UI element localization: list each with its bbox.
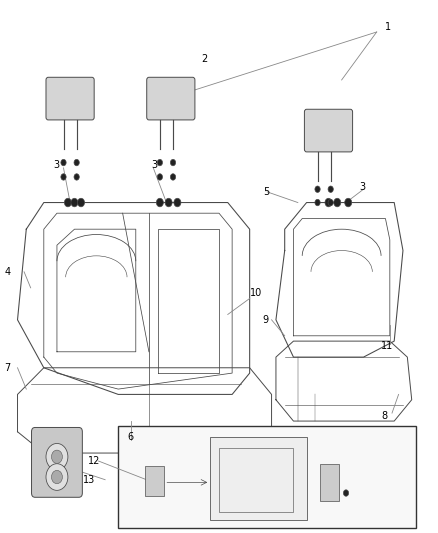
Bar [118, 426, 416, 528]
Circle shape [334, 198, 341, 207]
Circle shape [328, 186, 333, 192]
FancyBboxPatch shape [304, 109, 353, 152]
Circle shape [46, 443, 68, 470]
Text: 3: 3 [359, 182, 365, 191]
Text: 5: 5 [263, 187, 269, 197]
FancyBboxPatch shape [46, 77, 94, 120]
Circle shape [328, 199, 333, 206]
Circle shape [170, 174, 176, 180]
Bar [320, 464, 339, 501]
Text: 13: 13 [83, 475, 95, 484]
Circle shape [156, 198, 163, 207]
Circle shape [343, 490, 349, 496]
Circle shape [165, 198, 172, 207]
Circle shape [71, 198, 78, 207]
Circle shape [345, 198, 352, 207]
Text: 4: 4 [4, 267, 11, 277]
Circle shape [61, 159, 66, 166]
Circle shape [64, 198, 71, 207]
Circle shape [52, 471, 63, 484]
Text: 8: 8 [381, 411, 387, 421]
Text: 10: 10 [250, 288, 262, 298]
Circle shape [174, 198, 181, 207]
Text: 7: 7 [4, 363, 11, 373]
Circle shape [46, 464, 68, 490]
Circle shape [61, 174, 66, 180]
Bar [145, 466, 164, 496]
Circle shape [52, 450, 63, 463]
Circle shape [170, 159, 176, 166]
Text: 2: 2 [201, 54, 208, 63]
FancyBboxPatch shape [147, 77, 195, 120]
Text: 11: 11 [381, 342, 393, 351]
Text: 3: 3 [53, 160, 59, 170]
FancyBboxPatch shape [32, 427, 82, 497]
Bar [210, 437, 307, 520]
Circle shape [78, 198, 85, 207]
Text: 1: 1 [385, 22, 392, 31]
Circle shape [157, 159, 162, 166]
Text: 3: 3 [152, 160, 158, 170]
Circle shape [157, 174, 162, 180]
Circle shape [315, 186, 320, 192]
Circle shape [74, 159, 79, 166]
Circle shape [325, 198, 332, 207]
Circle shape [315, 199, 320, 206]
Text: 9: 9 [263, 315, 269, 325]
Text: 6: 6 [127, 432, 133, 442]
Circle shape [74, 174, 79, 180]
Bar [219, 448, 293, 512]
Text: 12: 12 [88, 456, 100, 466]
